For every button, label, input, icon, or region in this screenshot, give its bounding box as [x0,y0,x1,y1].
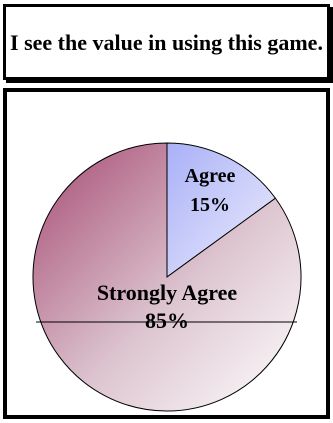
pie-slice-agree [166,142,277,278]
slice-label-agree: Agree [185,165,236,187]
chart-title: I see the value in using this game. [10,29,323,55]
pie-chart: Agree 15% Strongly Agree 85% [32,142,302,412]
pie-slice-strongly-agree [32,142,302,412]
chart-area: Agree 15% Strongly Agree 85% [3,88,330,419]
slice-value-strongly-agree: 85% [145,308,189,333]
slice-label-strongly-agree: Strongly Agree [97,280,238,305]
chart-title-box: I see the value in using this game. [3,4,330,80]
slice-value-agree: 15% [190,194,230,216]
